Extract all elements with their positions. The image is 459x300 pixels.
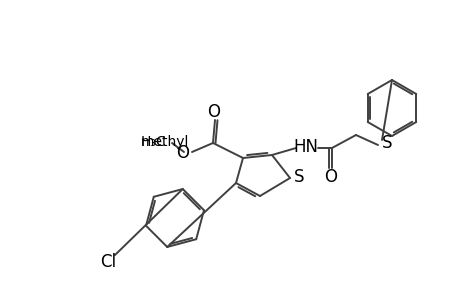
Text: O: O: [207, 103, 220, 121]
Text: H₃C: H₃C: [140, 135, 166, 149]
Text: O: O: [324, 168, 337, 186]
Text: S: S: [293, 168, 303, 186]
Text: methyl: methyl: [140, 135, 189, 149]
Text: O: O: [176, 144, 189, 162]
Text: Cl: Cl: [100, 253, 116, 271]
Text: HN: HN: [293, 138, 318, 156]
Text: S: S: [381, 134, 392, 152]
